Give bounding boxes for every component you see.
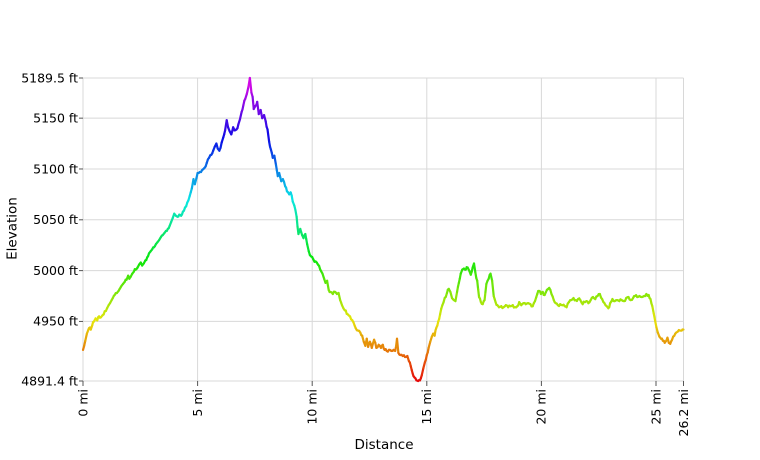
profile-segment — [245, 85, 250, 95]
profile-segment — [489, 272, 494, 282]
profile-segment — [395, 337, 400, 355]
profile-segment — [295, 215, 299, 228]
y-tick-label: 5000 ft — [33, 263, 78, 278]
y-tick-label: 5189.5 ft — [21, 70, 78, 85]
x-tick-label: 26.2 mi — [676, 389, 691, 436]
profile-segment — [484, 282, 488, 294]
profile-segment — [477, 288, 481, 299]
x-tick-label: 10 mi — [304, 389, 319, 425]
profile-segment — [454, 290, 459, 303]
profile-segment — [651, 305, 655, 315]
profile-segment — [326, 279, 330, 292]
profile-segment — [337, 291, 342, 302]
profile-segment — [652, 312, 657, 322]
x-tick-label: 25 mi — [648, 389, 663, 425]
y-tick-label: 5050 ft — [33, 212, 78, 227]
profile-segment — [225, 119, 230, 129]
profile-segment — [476, 279, 480, 291]
x-tick-label: 5 mi — [190, 389, 205, 417]
x-tick-label: 0 mi — [75, 389, 90, 417]
profile-segment — [238, 110, 243, 121]
profile-segment — [491, 279, 495, 298]
profile-segment — [256, 100, 260, 116]
profile-segment — [653, 319, 658, 329]
profile-segment — [266, 128, 271, 143]
elevation-profile-line — [81, 76, 685, 383]
profile-segment — [306, 243, 310, 253]
profile-segment — [248, 76, 253, 94]
profile-segment — [273, 154, 278, 167]
profile-segment — [251, 95, 255, 111]
y-tick-label: 5150 ft — [33, 110, 78, 125]
x-tick-label: 15 mi — [419, 389, 434, 425]
profile-segment — [472, 262, 477, 274]
profile-segment — [84, 332, 88, 342]
y-tick-label: 4950 ft — [33, 314, 78, 329]
profile-segment — [483, 290, 487, 302]
y-tick-label: 4891.4 ft — [21, 373, 78, 388]
x-tick-label: 20 mi — [534, 389, 549, 425]
y-tick-label: 5100 ft — [33, 161, 78, 176]
profile-segment — [420, 367, 425, 377]
